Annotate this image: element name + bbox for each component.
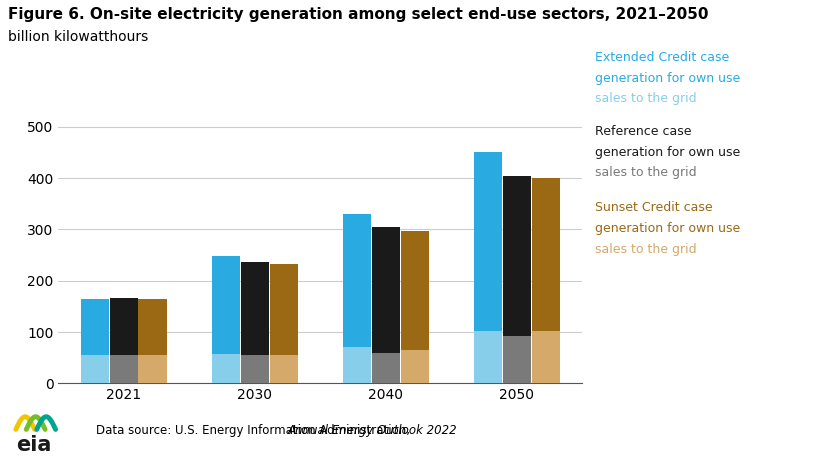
Bar	[503, 336, 531, 383]
Bar	[532, 331, 560, 383]
Bar	[474, 331, 503, 383]
Text: Sunset Credit case: Sunset Credit case	[595, 201, 712, 214]
Text: Figure 6. On-site electricity generation among select end-use sectors, 2021–2050: Figure 6. On-site electricity generation…	[8, 7, 709, 22]
Bar	[270, 264, 298, 355]
Bar	[138, 355, 166, 383]
Bar	[212, 256, 240, 354]
Text: generation for own use: generation for own use	[595, 222, 740, 235]
Bar	[343, 214, 371, 346]
Text: sales to the grid: sales to the grid	[595, 92, 696, 105]
Bar	[532, 178, 560, 331]
Bar	[400, 231, 428, 350]
Text: Data source: U.S. Energy Information Administration,: Data source: U.S. Energy Information Adm…	[96, 424, 414, 437]
Text: generation for own use: generation for own use	[595, 146, 740, 158]
Bar	[110, 355, 138, 383]
Bar	[212, 354, 240, 383]
Bar	[372, 227, 400, 353]
Bar	[372, 353, 400, 383]
Bar	[81, 299, 109, 355]
Text: eia: eia	[16, 435, 52, 455]
Text: billion kilowatthours: billion kilowatthours	[8, 30, 149, 44]
Text: Extended Credit case: Extended Credit case	[595, 51, 729, 64]
Text: Reference case: Reference case	[595, 125, 691, 138]
Text: Annual Energy Outlook 2022: Annual Energy Outlook 2022	[288, 424, 457, 437]
Bar	[270, 355, 298, 383]
Bar	[503, 176, 531, 336]
Bar	[110, 298, 138, 355]
Text: sales to the grid: sales to the grid	[595, 243, 696, 255]
Bar	[343, 346, 371, 383]
Bar	[474, 152, 503, 331]
Text: generation for own use: generation for own use	[595, 72, 740, 85]
Bar	[138, 299, 166, 355]
Bar	[240, 262, 269, 355]
Text: sales to the grid: sales to the grid	[595, 166, 696, 179]
Bar	[400, 350, 428, 383]
Bar	[240, 355, 269, 383]
Bar	[81, 355, 109, 383]
